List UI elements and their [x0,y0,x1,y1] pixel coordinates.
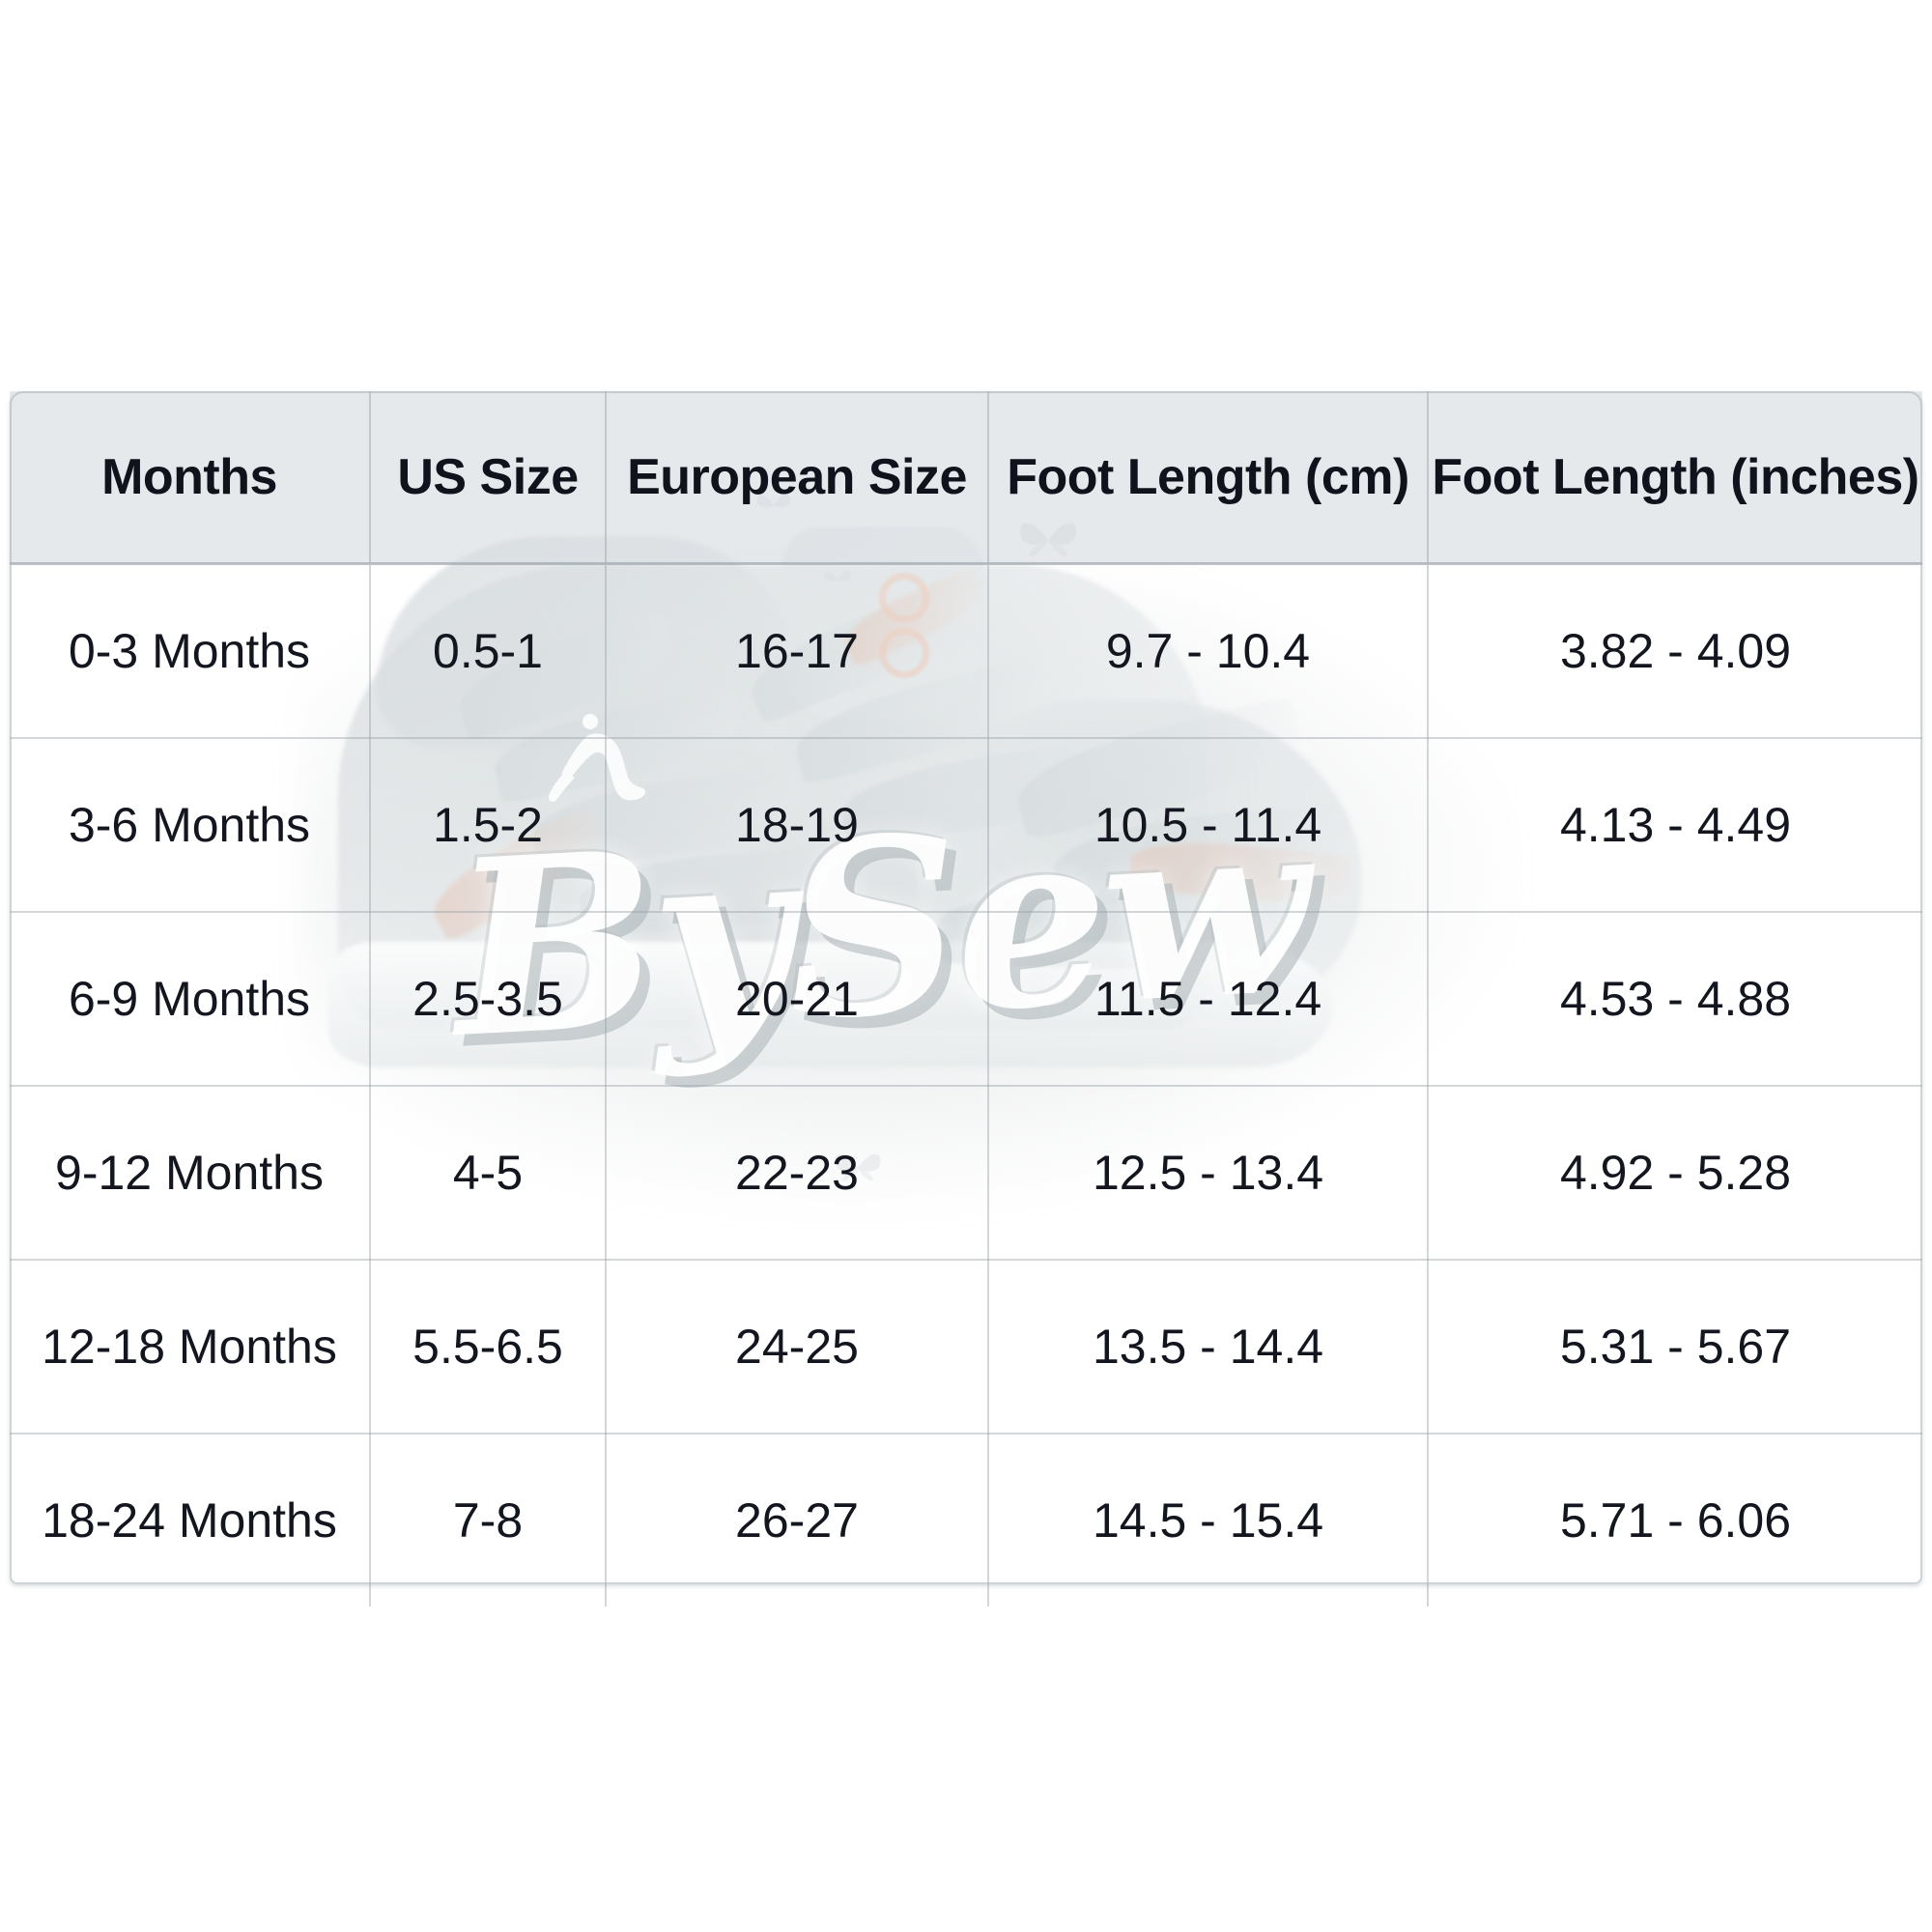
size-chart-table: Months US Size European Size Foot Length… [10,391,1922,1606]
column-header-months: Months [10,391,371,565]
cell-us-size: 4-5 [370,1086,607,1261]
column-header-us-size: US Size [370,391,607,565]
cell-foot-length-inches: 4.13 - 4.49 [1428,738,1922,913]
size-chart-table-wrapper: Months US Size European Size Foot Length… [10,391,1922,1606]
cell-us-size: 2.5-3.5 [370,912,607,1087]
table-row: 6-9 Months 2.5-3.5 20-21 11.5 - 12.4 4.5… [10,912,1922,1087]
cell-months: 0-3 Months [10,563,371,739]
cell-foot-length-inches: 4.92 - 5.28 [1428,1086,1922,1261]
cell-foot-length-cm: 13.5 - 14.4 [988,1260,1429,1435]
cell-foot-length-inches: 3.82 - 4.09 [1428,563,1922,739]
cell-months: 9-12 Months [10,1086,371,1261]
table-row: 9-12 Months 4-5 22-23 12.5 - 13.4 4.92 -… [10,1086,1922,1261]
table-header: Months US Size European Size Foot Length… [10,391,1922,565]
column-header-foot-length-cm: Foot Length (cm) [988,391,1429,565]
cell-months: 3-6 Months [10,738,371,913]
cell-foot-length-inches: 5.31 - 5.67 [1428,1260,1922,1435]
cell-foot-length-cm: 11.5 - 12.4 [988,912,1429,1087]
table-body: 0-3 Months 0.5-1 16-17 9.7 - 10.4 3.82 -… [10,563,1922,1606]
cell-us-size: 0.5-1 [370,563,607,739]
cell-foot-length-cm: 9.7 - 10.4 [988,563,1429,739]
column-header-european-size: European Size [606,391,989,565]
table-row: 0-3 Months 0.5-1 16-17 9.7 - 10.4 3.82 -… [10,563,1922,739]
cell-european-size: 24-25 [606,1260,989,1435]
column-header-foot-length-inches: Foot Length (inches) [1428,391,1922,565]
table-row: 3-6 Months 1.5-2 18-19 10.5 - 11.4 4.13 … [10,738,1922,913]
cell-us-size: 5.5-6.5 [370,1260,607,1435]
table-header-row: Months US Size European Size Foot Length… [10,391,1922,565]
cell-foot-length-inches: 4.53 - 4.88 [1428,912,1922,1087]
cell-months: 18-24 Months [10,1434,371,1606]
table-row: 12-18 Months 5.5-6.5 24-25 13.5 - 14.4 5… [10,1260,1922,1435]
cell-foot-length-cm: 12.5 - 13.4 [988,1086,1429,1261]
cell-foot-length-cm: 10.5 - 11.4 [988,738,1429,913]
cell-months: 6-9 Months [10,912,371,1087]
table-row: 18-24 Months 7-8 26-27 14.5 - 15.4 5.71 … [10,1434,1922,1606]
cell-european-size: 16-17 [606,563,989,739]
cell-foot-length-inches: 5.71 - 6.06 [1559,1493,1792,1548]
cell-european-size: 18-19 [606,738,989,913]
cell-us-size: 1.5-2 [370,738,607,913]
cell-us-size: 7-8 [370,1434,607,1606]
cell-months: 12-18 Months [10,1260,371,1435]
cell-european-size: 20-21 [606,912,989,1087]
cell-european-size: 22-23 [606,1086,989,1261]
cell-european-size: 26-27 [606,1434,989,1606]
cell-foot-length-cm: 14.5 - 15.4 [988,1434,1429,1606]
